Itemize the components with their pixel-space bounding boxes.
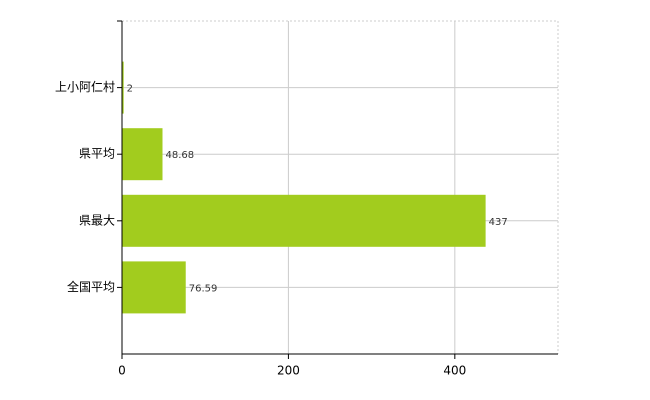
bar [122, 261, 186, 314]
y-tick-label: 上小阿仁村 [55, 80, 115, 94]
x-tick-label: 200 [277, 364, 300, 378]
value-label: 2 [127, 84, 133, 95]
x-tick-label: 0 [118, 364, 126, 378]
y-tick-label: 県最大 [79, 213, 115, 227]
bar [122, 128, 163, 181]
y-tick-label: 全国平均 [67, 279, 115, 294]
value-label: 437 [489, 217, 508, 228]
value-label: 48.68 [166, 150, 195, 161]
bar [122, 61, 124, 114]
value-label: 76.59 [189, 283, 218, 294]
y-tick-label: 県平均 [79, 147, 115, 161]
bar [122, 194, 486, 247]
x-tick-label: 400 [443, 364, 466, 378]
